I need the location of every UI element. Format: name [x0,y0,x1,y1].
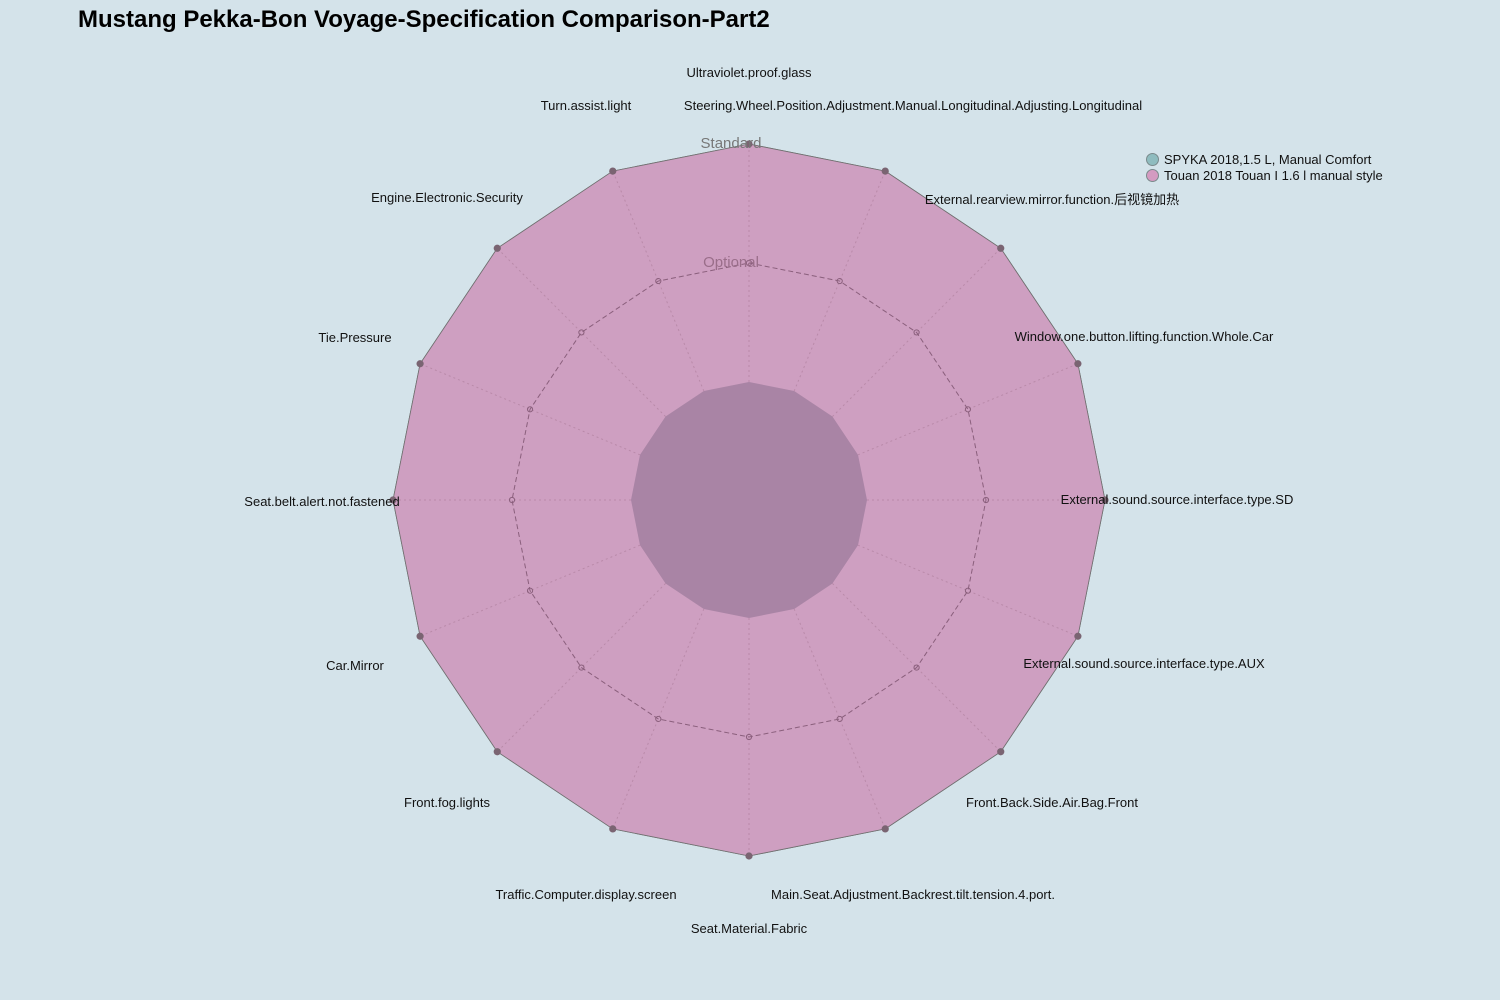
axis-label: Car.Mirror [326,658,384,673]
data-point [881,825,889,833]
legend-item[interactable]: SPYKA 2018,1.5 L, Manual Comfort [1146,151,1383,167]
axis-label: Ultraviolet.proof.glass [687,65,812,80]
grid-marker [655,715,662,723]
grid-marker [745,733,753,741]
data-point [881,167,889,175]
legend: SPYKA 2018,1.5 L, Manual Comfort Touan 2… [1146,151,1383,183]
data-point [1074,360,1082,368]
data-point [493,748,501,756]
grid-marker [964,406,972,413]
legend-swatch-icon [1146,168,1159,182]
level-labels: Optional Standard [701,135,762,271]
series-points [389,140,1109,860]
series-areas [392,143,1106,857]
axis-labels: Ultraviolet.proof.glass Steering.Wheel.Po… [244,65,1293,936]
data-point [997,244,1005,252]
axis-label: Seat.belt.alert.not.fastened [244,494,399,509]
grid-marker [836,277,843,285]
grid-marker [913,329,920,336]
level-label-optional: Optional [703,254,759,271]
legend-label: SPYKA 2018,1.5 L, Manual Comfort [1164,151,1372,167]
axis-label: Front.fog.lights [404,795,490,810]
grid-marker [508,496,516,504]
axis-label: Turn.assist.light [541,98,632,113]
data-point [609,825,617,833]
grid-marker [578,329,585,336]
data-point [416,632,424,640]
grid-marker [982,496,990,504]
axis-label: Window.one.button.lifting.function.Whole… [1015,329,1274,344]
chart-title: Mustang Pekka-Bon Voyage-Specification C… [78,6,770,33]
data-point [1074,632,1082,640]
level-label-standard: Standard [701,135,762,152]
grid-marker [745,259,753,267]
axis-label: External.sound.source.interface.type.AUX [1023,656,1265,671]
grid-marker [913,664,920,671]
axis-label: Tie.Pressure [318,330,391,345]
axis-label: Traffic.Computer.display.screen [495,887,676,902]
data-point [493,244,501,252]
data-point [609,167,617,175]
axis-label: Seat.Material.Fabric [691,921,808,936]
axis-label: External.sound.source.interface.type.SD [1061,492,1294,507]
axis-label: Front.Back.Side.Air.Bag.Front [966,795,1138,810]
data-point [1101,496,1109,504]
grid-marker [655,277,662,285]
axis-label: Main.Seat.Adjustment.Backrest.tilt.tensi… [771,887,1055,902]
data-point [745,852,753,860]
axis-label: External.rearview.mirror.function.后视镜加热 [925,192,1179,207]
radar-grid [393,144,1105,856]
grid-marker [526,406,534,413]
axis-label: Steering.Wheel.Position.Adjustment.Manua… [684,98,1142,113]
axis-label: Engine.Electronic.Security [371,190,523,205]
data-point [416,360,424,368]
legend-label: Touan 2018 Touan I 1.6 l manual style [1164,167,1383,183]
grid-marker [578,664,585,671]
grid-marker [964,587,972,594]
grid-marker [526,587,534,594]
center-area [631,382,867,618]
legend-swatch-icon [1146,152,1159,166]
legend-item[interactable]: Touan 2018 Touan I 1.6 l manual style [1146,167,1383,183]
data-point [389,496,397,504]
data-point [745,140,753,148]
data-point [997,748,1005,756]
grid-marker [836,715,843,723]
grid-ring-optional [511,262,987,738]
